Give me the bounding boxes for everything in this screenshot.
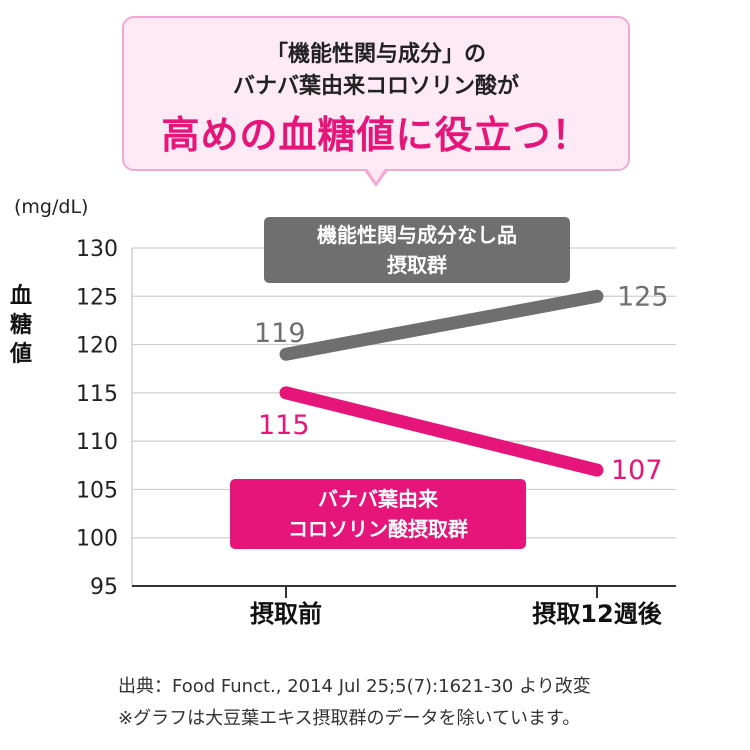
source-citation: 出典：Food Funct., 2014 Jul 25;5(7):1621-30… bbox=[118, 676, 591, 697]
headline-claim: 高めの血糖値に役立つ！ bbox=[161, 113, 591, 157]
y-tick-label: 125 bbox=[76, 285, 118, 310]
axes: 95 100 105 110 115 120 125 130 摂取前 摂取12週後 bbox=[76, 237, 676, 628]
y-tick-label: 130 bbox=[76, 237, 118, 262]
y-axis-unit: (mg/dL) bbox=[14, 196, 89, 218]
legend-control-group: 機能性関与成分なし品 摂取群 bbox=[264, 217, 570, 283]
legend-control-line-1: 機能性関与成分なし品 bbox=[317, 223, 517, 247]
legend-treatment-line-1: バナバ葉由来 bbox=[318, 487, 438, 511]
legend-treatment-group: バナバ葉由来 コロソリン酸摂取群 bbox=[230, 479, 526, 549]
headline-line-2: バナバ葉由来コロソリン酸が bbox=[232, 74, 519, 99]
x-tick-label: 摂取前 bbox=[250, 600, 322, 628]
series-line bbox=[279, 289, 604, 361]
y-tick-label: 110 bbox=[76, 430, 118, 455]
x-tick-label: 摂取12週後 bbox=[532, 600, 662, 628]
data-label: 125 bbox=[617, 281, 669, 312]
legend-control-line-2: 摂取群 bbox=[387, 253, 447, 277]
y-tick-label: 120 bbox=[76, 334, 118, 359]
headline-bubble: 「機能性関与成分」の バナバ葉由来コロソリン酸が 高めの血糖値に役立つ！ bbox=[122, 16, 630, 171]
data-labels: 119 125 115 107 bbox=[254, 281, 669, 486]
footnote-note: ※グラフは大豆葉エキス摂取群のデータを除いています。 bbox=[118, 708, 581, 729]
data-label: 107 bbox=[611, 455, 663, 486]
y-tick-label: 95 bbox=[90, 575, 118, 600]
data-label: 119 bbox=[254, 318, 306, 349]
series-line bbox=[279, 386, 604, 477]
legend-treatment-line-2: コロソリン酸摂取群 bbox=[288, 517, 468, 541]
data-label: 115 bbox=[258, 410, 310, 441]
series-lines bbox=[279, 289, 604, 477]
y-axis-label: 血糖値 bbox=[9, 284, 32, 367]
bubble-tail-fill bbox=[366, 167, 386, 182]
headline-line-1: 「機能性関与成分」の bbox=[265, 42, 486, 67]
y-tick-label: 115 bbox=[76, 382, 118, 407]
y-tick-label: 105 bbox=[76, 478, 118, 503]
y-tick-label: 100 bbox=[76, 527, 118, 552]
